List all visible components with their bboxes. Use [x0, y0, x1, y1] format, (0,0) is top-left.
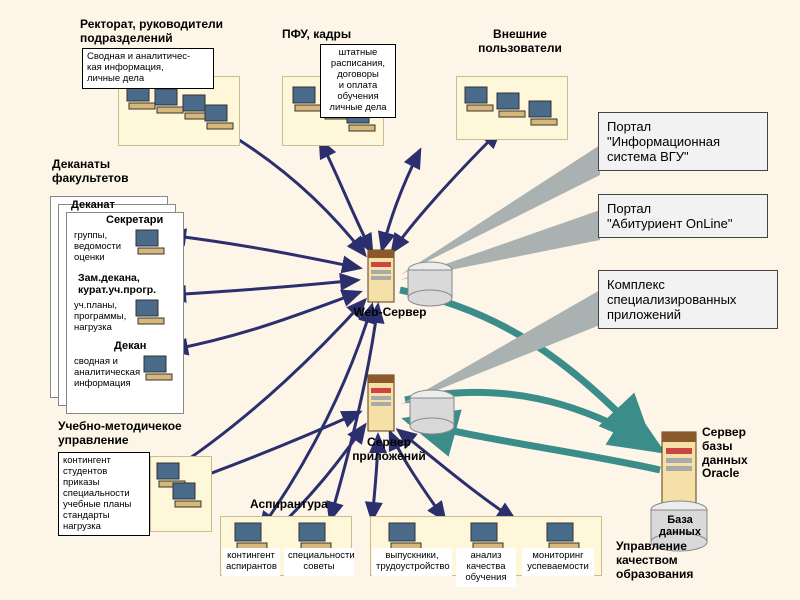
web-server-label: Web-Сервер	[340, 306, 440, 320]
umu-desc: контингент студентов приказы специальнос…	[58, 452, 150, 536]
dekan-desc: сводная и аналитическая информация	[70, 354, 146, 393]
dekan-h: Декан	[114, 340, 146, 353]
title-quality: Управление качеством образования	[616, 540, 693, 581]
db-server-label: Сервер базы данных Oracle	[702, 426, 772, 481]
asp-left: контингент аспирантов	[222, 548, 280, 576]
title-asp: Аспирантура	[250, 498, 328, 512]
title-pfu: ПФУ, кадры	[282, 28, 351, 42]
db-cyl-label: База данных	[654, 514, 706, 538]
title-dekanat-fac: Деканаты факультетов	[52, 158, 128, 186]
app-server-icon	[368, 375, 394, 431]
external-pcs	[456, 76, 568, 140]
title-rectorat: Ректорат, руководители подразделений	[80, 18, 280, 46]
portal-2: Портал "Абитуриент OnLine"	[598, 194, 768, 238]
zam-desc: уч.планы, программы, нагрузка	[70, 298, 134, 337]
q2: анализ качества обучения	[456, 548, 516, 587]
web-server-icon	[368, 250, 394, 302]
q1: выпускники, трудоустройство	[372, 548, 452, 576]
portal-3: Комплекс специализированных приложений	[598, 270, 778, 329]
zam-h: Зам.декана, курат.уч.прогр.	[78, 272, 156, 296]
sekretari-h: Секретари	[106, 214, 163, 227]
title-external: Внешние пользователи	[460, 28, 580, 56]
sekretari-desc: группы, ведомости оценки	[70, 228, 130, 267]
rectorat-desc: Сводная и аналитичес- кая информация, ли…	[82, 48, 214, 89]
title-umu: Учебно-методичекое управление	[58, 420, 182, 448]
asp-right: специальности советы	[284, 548, 354, 576]
title-dekanat: Деканат	[71, 199, 115, 211]
umu-pcs	[150, 456, 212, 532]
pfu-desc: штатные расписания, договоры и оплата об…	[320, 44, 396, 118]
q3: мониторинг успеваемости	[522, 548, 594, 576]
portal-1: Портал "Информационная система ВГУ"	[598, 112, 768, 171]
app-server-label: Сервер приложений	[334, 436, 444, 464]
